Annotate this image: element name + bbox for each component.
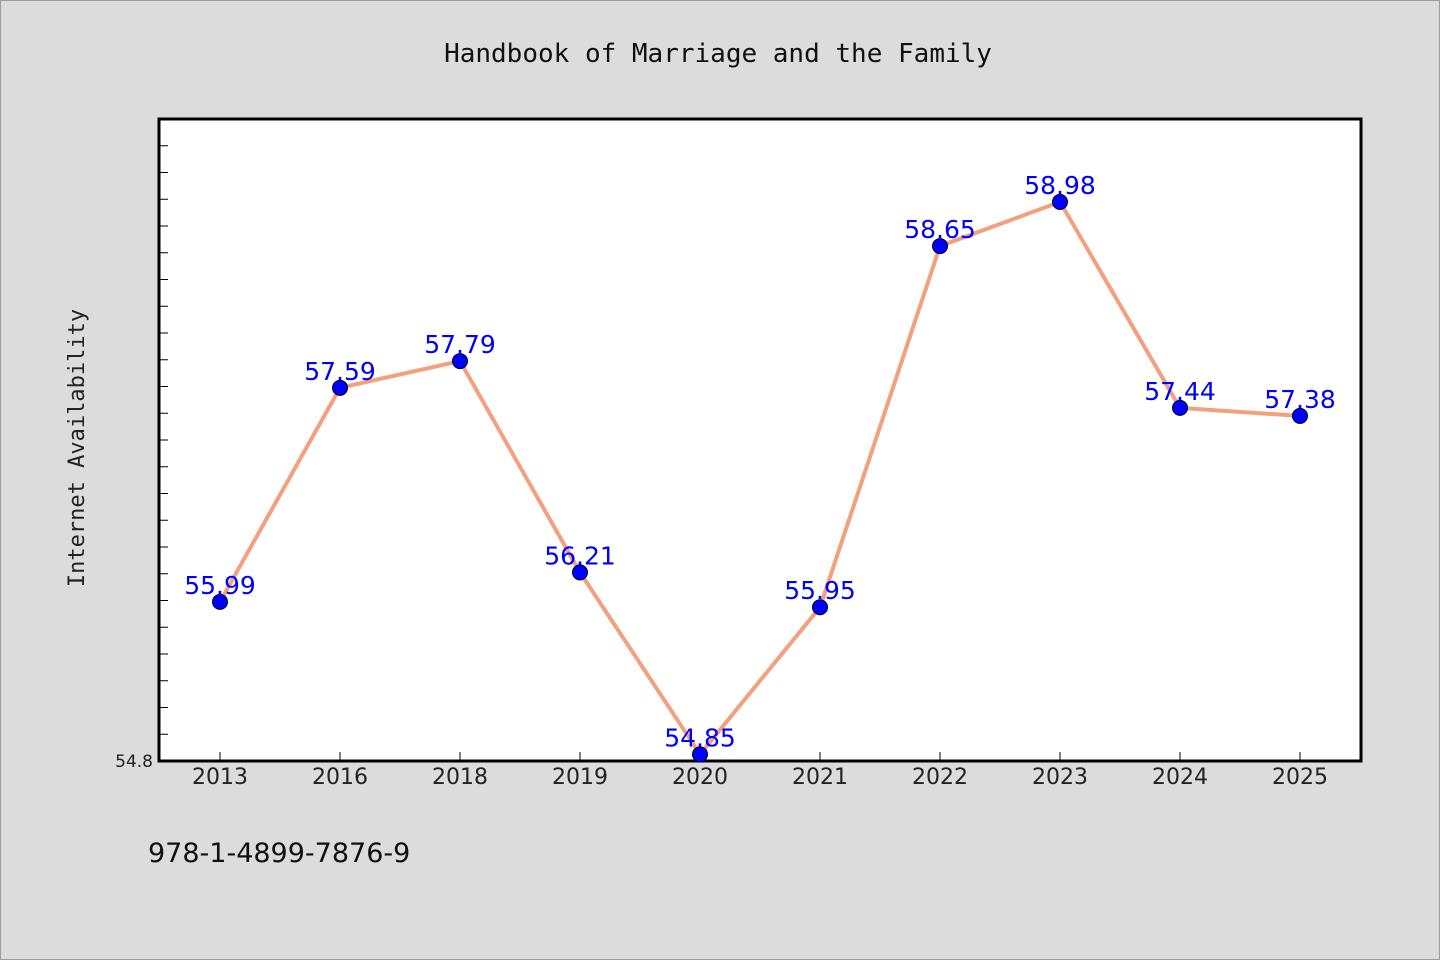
x-tick-label-2019: 2019 <box>552 765 608 790</box>
data-label-2020: 54.85 <box>664 723 736 752</box>
data-point-2019 <box>572 564 588 581</box>
series-line-0 <box>218 199 1301 757</box>
x-tick-label-2016: 2016 <box>312 765 368 790</box>
data-point-2024 <box>1172 399 1188 416</box>
data-point-2021 <box>812 599 828 616</box>
x-tick-label-2013: 2013 <box>192 765 248 790</box>
data-label-2016: 57.59 <box>304 357 376 386</box>
data-label-2022: 58.65 <box>904 215 976 244</box>
y-axis-ticks: 54.8 <box>115 145 168 772</box>
x-tick-label-2025: 2025 <box>1272 765 1328 790</box>
series-layer: 55.99 57.59 57.79 56.21 54.85 55.95 58.65 58.98… <box>184 171 1336 763</box>
data-label-2018: 57.79 <box>424 330 496 359</box>
data-label-2025: 57.38 <box>1264 385 1336 414</box>
data-label-2019: 56.21 <box>544 541 616 570</box>
x-axis-ticks: 2013 2016 2018 2019 2020 2021 2022 2023 2024 2025 <box>192 752 1328 790</box>
data-point-2016 <box>332 379 348 396</box>
data-point-2020 <box>692 746 708 763</box>
x-tick-label-2023: 2023 <box>1032 765 1088 790</box>
data-label-2021: 55.95 <box>784 576 856 605</box>
data-point-2022 <box>932 238 948 255</box>
chart-title: Handbook of Marriage and the Family <box>444 39 992 69</box>
plot-area <box>157 117 1363 763</box>
isbn-footer: 978-1-4899-7876-9 <box>148 838 410 869</box>
data-point-2025 <box>1292 407 1308 424</box>
data-point-2023 <box>1052 193 1068 210</box>
y-tick-label-0: 54.8 <box>115 752 153 772</box>
x-tick-label-2021: 2021 <box>792 765 848 790</box>
x-tick-label-2022: 2022 <box>912 765 968 790</box>
x-tick-label-2020: 2020 <box>672 765 728 790</box>
data-label-2013: 55.99 <box>184 571 256 600</box>
x-tick-label-2018: 2018 <box>432 765 488 790</box>
data-label-2024: 57.44 <box>1144 377 1216 406</box>
data-label-2023: 58.98 <box>1024 171 1096 200</box>
y-axis-label: Internet Availability <box>65 309 90 587</box>
data-point-2013 <box>212 593 228 610</box>
data-point-2018 <box>452 353 468 370</box>
x-tick-label-2024: 2024 <box>1152 765 1208 790</box>
